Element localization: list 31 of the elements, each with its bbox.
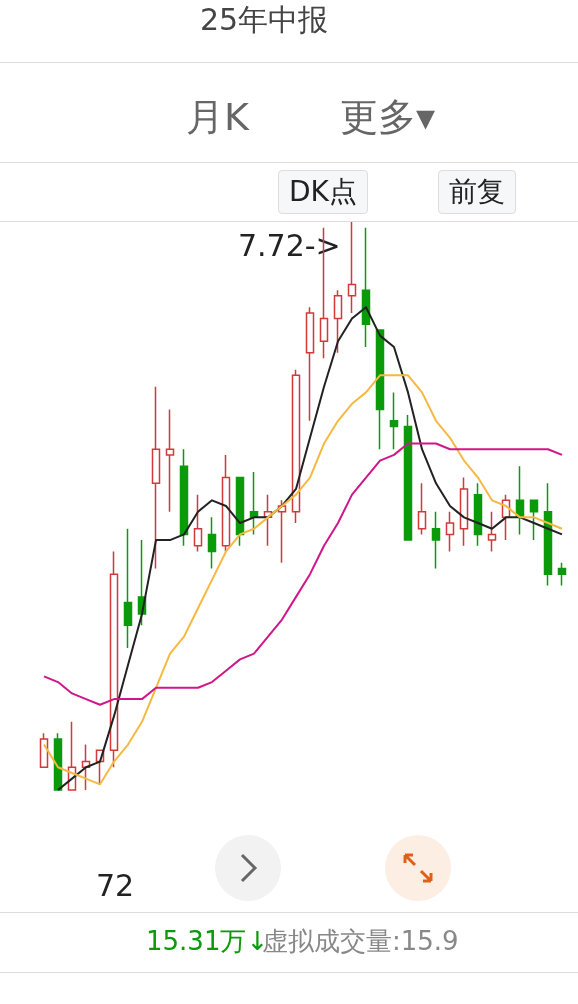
candlestick xyxy=(431,510,441,570)
chart-title: 25年中报 xyxy=(200,2,329,38)
candlestick xyxy=(403,414,413,541)
text: 月K xyxy=(186,94,249,141)
candlestick xyxy=(151,385,161,570)
candlestick xyxy=(109,550,119,769)
candlestick xyxy=(347,221,357,314)
candlestick xyxy=(459,476,469,547)
candlestick xyxy=(557,562,567,587)
candlestick xyxy=(165,408,175,513)
text: DK点 xyxy=(278,170,368,214)
candlestick xyxy=(193,493,203,553)
candlestick xyxy=(207,516,217,570)
candlestick xyxy=(123,527,133,649)
candlestick xyxy=(529,499,539,541)
candlestick xyxy=(445,510,455,553)
candlestick xyxy=(221,454,231,553)
candlestick xyxy=(333,289,343,354)
candlestick xyxy=(389,391,399,450)
text: 72 xyxy=(96,868,135,903)
candlestick xyxy=(179,448,189,547)
candlestick xyxy=(277,499,287,564)
candlestick xyxy=(417,482,427,536)
candlestick xyxy=(305,306,315,422)
text: 更多▾ xyxy=(340,94,436,141)
candlestick xyxy=(543,482,553,587)
candlestick xyxy=(249,471,259,536)
text: 前复 xyxy=(438,170,516,214)
candlestick xyxy=(487,510,497,553)
candlestick xyxy=(473,482,483,547)
candlestick xyxy=(361,226,371,348)
